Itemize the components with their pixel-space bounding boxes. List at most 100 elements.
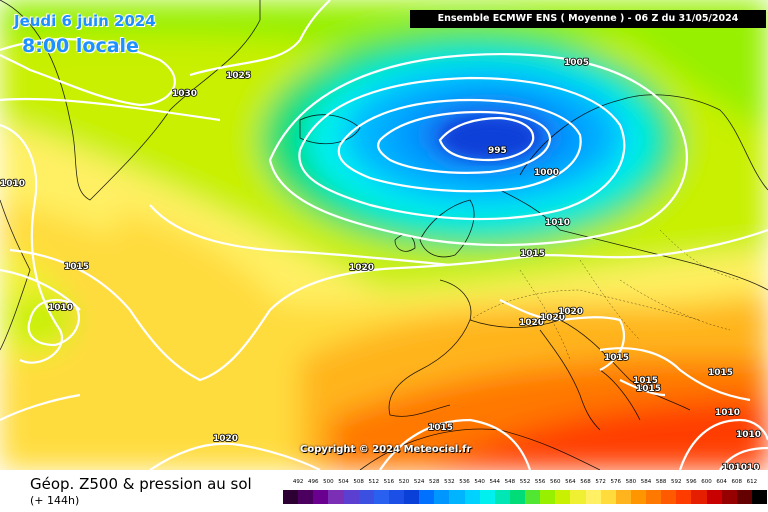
legend-value-label: 532 [444, 479, 455, 485]
legend-value-label: 592 [671, 479, 682, 485]
copyright-notice: Copyright © 2024 Meteociel.fr [300, 444, 472, 455]
isobar-label: 1015 [520, 249, 545, 259]
weather-map: 1030 1025 1005 995 1000 1010 1010 1015 1015 1020 1… [0, 0, 768, 470]
legend-value-label: 540 [474, 479, 485, 485]
legend-swatch [328, 490, 344, 504]
isobar-label: 995 [488, 146, 507, 156]
legend-swatch [388, 490, 404, 504]
legend-value-label: 536 [459, 479, 470, 485]
legend-swatch [404, 490, 420, 504]
z500-color-field [0, 0, 768, 470]
legend-value-label: 544 [489, 479, 501, 485]
legend-value-label: 596 [686, 479, 697, 485]
isobar-label: 101010 [722, 463, 760, 470]
legend-value-label: 512 [368, 479, 380, 485]
isobar-label: 1010 [736, 430, 761, 440]
isobar-label: 1010 [48, 303, 73, 313]
isobar-label: 1015 [636, 384, 661, 394]
legend-swatch [751, 490, 767, 504]
isobar-label: 1030 [172, 89, 197, 99]
legend-swatch [479, 490, 495, 504]
legend-swatch [449, 490, 465, 504]
product-title: Géop. Z500 & pression au sol [30, 475, 252, 493]
legend-value-label: 588 [655, 479, 667, 485]
legend-swatch [434, 490, 450, 504]
legend-value-label: 612 [746, 479, 758, 485]
legend-swatch [661, 490, 677, 504]
legend-swatch [283, 490, 299, 504]
isobar-label: 1005 [564, 58, 589, 68]
legend-value-label: 604 [716, 479, 727, 485]
legend-value-label: 516 [383, 479, 395, 485]
legend-swatch [509, 490, 525, 504]
isobar-label: 1010 [545, 218, 570, 228]
isobar-label: 1020 [519, 318, 544, 328]
legend-swatch [706, 490, 722, 504]
legend-value-label: 496 [308, 479, 319, 485]
color-legend-swatches [283, 490, 767, 504]
isobar-label: 1015 [64, 262, 89, 272]
forecast-local-time: 8:00 locale [22, 35, 139, 57]
isobar-label: 1015 [604, 353, 629, 363]
legend-swatch [646, 490, 662, 504]
legend-value-label: 492 [292, 479, 304, 485]
z500-core [442, 118, 538, 158]
legend-value-label: 524 [413, 479, 425, 485]
legend-swatch [494, 490, 510, 504]
isobar-label: 1010 [715, 408, 740, 418]
legend-value-label: 576 [610, 479, 622, 485]
isobar-label: 1020 [540, 313, 565, 323]
legend-swatch [555, 490, 571, 504]
legend-swatch [615, 490, 631, 504]
legend-value-label: 500 [323, 479, 334, 485]
legend-value-label: 552 [519, 479, 531, 485]
isobar-label: 1010 [0, 179, 25, 189]
map-footer: Géop. Z500 & pression au sol (+ 144h) 49… [0, 470, 768, 512]
legend-swatch [691, 490, 707, 504]
forecast-date: Jeudi 6 juin 2024 [14, 12, 156, 30]
legend-swatch [343, 490, 359, 504]
legend-value-label: 508 [353, 479, 364, 485]
legend-value-label: 580 [625, 479, 637, 485]
legend-value-label: 572 [595, 479, 606, 485]
legend-value-label: 600 [701, 479, 712, 485]
legend-value-label: 528 [429, 479, 440, 485]
legend-value-label: 520 [398, 479, 410, 485]
isobar-label: 1020 [349, 263, 374, 273]
legend-swatch [736, 490, 752, 504]
legend-swatch [525, 490, 541, 504]
borders [469, 229, 741, 361]
legend-swatch [313, 490, 329, 504]
legend-swatch [600, 490, 616, 504]
legend-value-label: 504 [338, 479, 349, 485]
legend-value-label: 608 [731, 479, 743, 485]
legend-swatch [630, 490, 646, 504]
legend-value-label: 564 [565, 479, 576, 485]
model-run-header: Ensemble ECMWF ENS ( Moyenne ) - 06 Z du… [410, 10, 766, 28]
legend-swatch [721, 490, 737, 504]
legend-swatch [419, 490, 435, 504]
legend-swatch [464, 490, 480, 504]
legend-value-label: 556 [534, 479, 546, 485]
isobar-label: 1015 [428, 423, 453, 433]
legend-swatch [676, 490, 692, 504]
legend-value-label: 584 [640, 479, 652, 485]
legend-value-label: 560 [550, 479, 561, 485]
isobar-label: 1000 [534, 168, 559, 178]
forecast-step: (+ 144h) [30, 494, 80, 507]
legend-value-label: 548 [504, 479, 516, 485]
legend-swatch [540, 490, 556, 504]
legend-value-label: 568 [580, 479, 591, 485]
legend-swatch [373, 490, 389, 504]
legend-swatch [570, 490, 586, 504]
isobar-label: 1025 [226, 71, 251, 81]
legend-swatch [298, 490, 314, 504]
color-legend-labels: 492 496 500 504 508 512 516 520 524 528 532 536 540 5… [283, 479, 767, 489]
coastlines [0, 0, 768, 470]
isobar-label: 1020 [213, 434, 238, 444]
isobar-label: 1020 [558, 307, 583, 317]
legend-swatch [358, 490, 374, 504]
legend-swatch [585, 490, 601, 504]
